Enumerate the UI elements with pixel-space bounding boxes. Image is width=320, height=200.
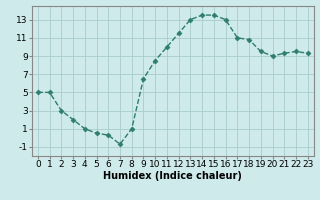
X-axis label: Humidex (Indice chaleur): Humidex (Indice chaleur) [103, 171, 242, 181]
